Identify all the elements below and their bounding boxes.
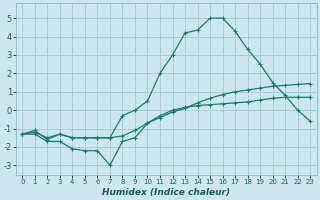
X-axis label: Humidex (Indice chaleur): Humidex (Indice chaleur) bbox=[102, 188, 230, 197]
